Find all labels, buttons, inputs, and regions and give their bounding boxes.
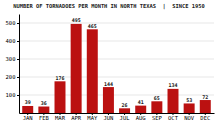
data-label: 65 (154, 95, 160, 101)
tick: 100 (6, 92, 19, 98)
bar (200, 100, 211, 113)
tick-label: JUN (103, 115, 113, 121)
data-label: 41 (138, 99, 144, 105)
tick-label: 500 (6, 20, 16, 26)
grid-line (19, 59, 214, 60)
tick: MAR (55, 113, 66, 121)
tick: JUL (120, 113, 131, 121)
grid (19, 23, 214, 95)
tick-label: DEC (200, 115, 210, 121)
data-label: 36 (41, 100, 47, 106)
data-labels: 39 36 176 495 465 144 26 41 65 134 53 72 (25, 17, 209, 107)
tick: JUN (103, 113, 113, 121)
tick: 300 (6, 56, 19, 62)
axis-line (20, 113, 215, 114)
bar (38, 107, 49, 113)
tick-label: 300 (6, 56, 16, 62)
data-label: 134 (168, 82, 177, 88)
grid-line (19, 23, 214, 24)
bar (87, 29, 98, 113)
tick: OCT (168, 113, 179, 121)
plot: 100 200 300 400 500 JAN FEB MAR APR MAY JUN JUL AUG S… (6, 15, 215, 121)
tick: NOV (184, 113, 195, 121)
tick-label: FEB (39, 115, 50, 121)
tick-label: JUL (120, 115, 131, 121)
bars (22, 24, 211, 113)
tick-label: 200 (6, 74, 16, 80)
tick: 200 (6, 74, 19, 80)
data-label: 144 (104, 81, 113, 87)
data-label: 495 (72, 17, 81, 23)
bar (168, 89, 179, 113)
bar (55, 81, 66, 113)
tick-label: APR (71, 115, 82, 121)
bar (22, 106, 33, 113)
title: NUMBER OF TORNADOES PER MONTH IN NORTH T… (13, 3, 204, 10)
tick-mark (17, 77, 19, 78)
bar (184, 103, 195, 113)
data-label: 53 (186, 97, 192, 103)
tick: FEB (39, 113, 50, 121)
data-label: 465 (88, 23, 97, 29)
x-axis: JAN FEB MAR APR MAY JUN JUL AUG SEP OCT NOV DEC (20, 113, 215, 121)
tick: MAY (87, 113, 98, 121)
tick-label: MAR (55, 115, 66, 121)
data-label: 26 (122, 102, 128, 108)
tick: AUG (136, 113, 146, 121)
tick-label: NOV (184, 115, 195, 121)
tick-mark (17, 59, 19, 60)
tick: APR (71, 113, 82, 121)
tick-label: OCT (168, 115, 179, 121)
tick-label: JAN (23, 115, 33, 121)
tick: SEP (152, 113, 163, 121)
axis-line (19, 15, 20, 114)
tick-mark (17, 41, 19, 42)
y-axis: 100 200 300 400 500 (6, 15, 20, 114)
tick: JAN (23, 113, 33, 121)
tick-label: 100 (6, 92, 16, 98)
data-label: 72 (202, 94, 208, 100)
tick: DEC (200, 113, 210, 121)
grid-line (19, 95, 214, 96)
data-label: 39 (25, 99, 31, 105)
tick-label: AUG (136, 115, 146, 121)
tick-label: SEP (152, 115, 163, 121)
tick-label: 400 (6, 38, 16, 44)
bar (135, 106, 146, 113)
grid-line (19, 41, 214, 42)
tick: 400 (6, 38, 19, 44)
tick-mark (17, 23, 19, 24)
bar (103, 87, 114, 113)
bar (151, 101, 162, 113)
tick-label: MAY (87, 115, 98, 121)
bar (119, 108, 130, 113)
chart: NUMBER OF TORNADOES PER MONTH IN NORTH T… (0, 0, 218, 123)
data-label: 176 (55, 75, 64, 81)
tick-mark (17, 95, 19, 96)
tick: 500 (6, 20, 19, 26)
grid-line (19, 77, 214, 78)
bar (71, 24, 82, 113)
